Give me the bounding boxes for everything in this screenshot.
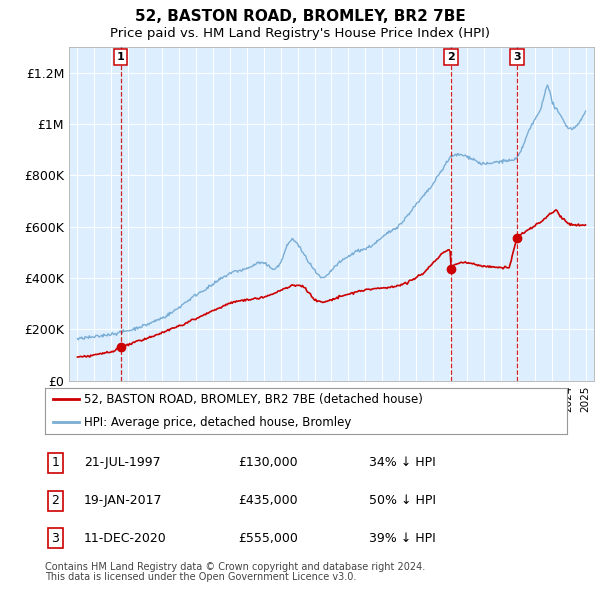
Text: £130,000: £130,000 xyxy=(238,456,298,469)
Text: 39% ↓ HPI: 39% ↓ HPI xyxy=(368,532,436,545)
Text: 50% ↓ HPI: 50% ↓ HPI xyxy=(368,494,436,507)
Text: This data is licensed under the Open Government Licence v3.0.: This data is licensed under the Open Gov… xyxy=(45,572,356,582)
Text: 11-DEC-2020: 11-DEC-2020 xyxy=(84,532,167,545)
Text: Contains HM Land Registry data © Crown copyright and database right 2024.: Contains HM Land Registry data © Crown c… xyxy=(45,562,425,572)
Text: 1: 1 xyxy=(51,456,59,469)
Text: 2: 2 xyxy=(51,494,59,507)
Text: 19-JAN-2017: 19-JAN-2017 xyxy=(84,494,163,507)
Text: 52, BASTON ROAD, BROMLEY, BR2 7BE (detached house): 52, BASTON ROAD, BROMLEY, BR2 7BE (detac… xyxy=(84,392,423,406)
Text: 2: 2 xyxy=(447,52,455,62)
Text: 21-JUL-1997: 21-JUL-1997 xyxy=(84,456,161,469)
Text: 3: 3 xyxy=(513,52,521,62)
Text: 3: 3 xyxy=(51,532,59,545)
Text: 34% ↓ HPI: 34% ↓ HPI xyxy=(368,456,436,469)
Text: HPI: Average price, detached house, Bromley: HPI: Average price, detached house, Brom… xyxy=(84,415,352,429)
Text: 1: 1 xyxy=(117,52,125,62)
Text: £555,000: £555,000 xyxy=(238,532,298,545)
Text: 52, BASTON ROAD, BROMLEY, BR2 7BE: 52, BASTON ROAD, BROMLEY, BR2 7BE xyxy=(134,9,466,24)
Text: Price paid vs. HM Land Registry's House Price Index (HPI): Price paid vs. HM Land Registry's House … xyxy=(110,27,490,40)
Text: £435,000: £435,000 xyxy=(238,494,298,507)
